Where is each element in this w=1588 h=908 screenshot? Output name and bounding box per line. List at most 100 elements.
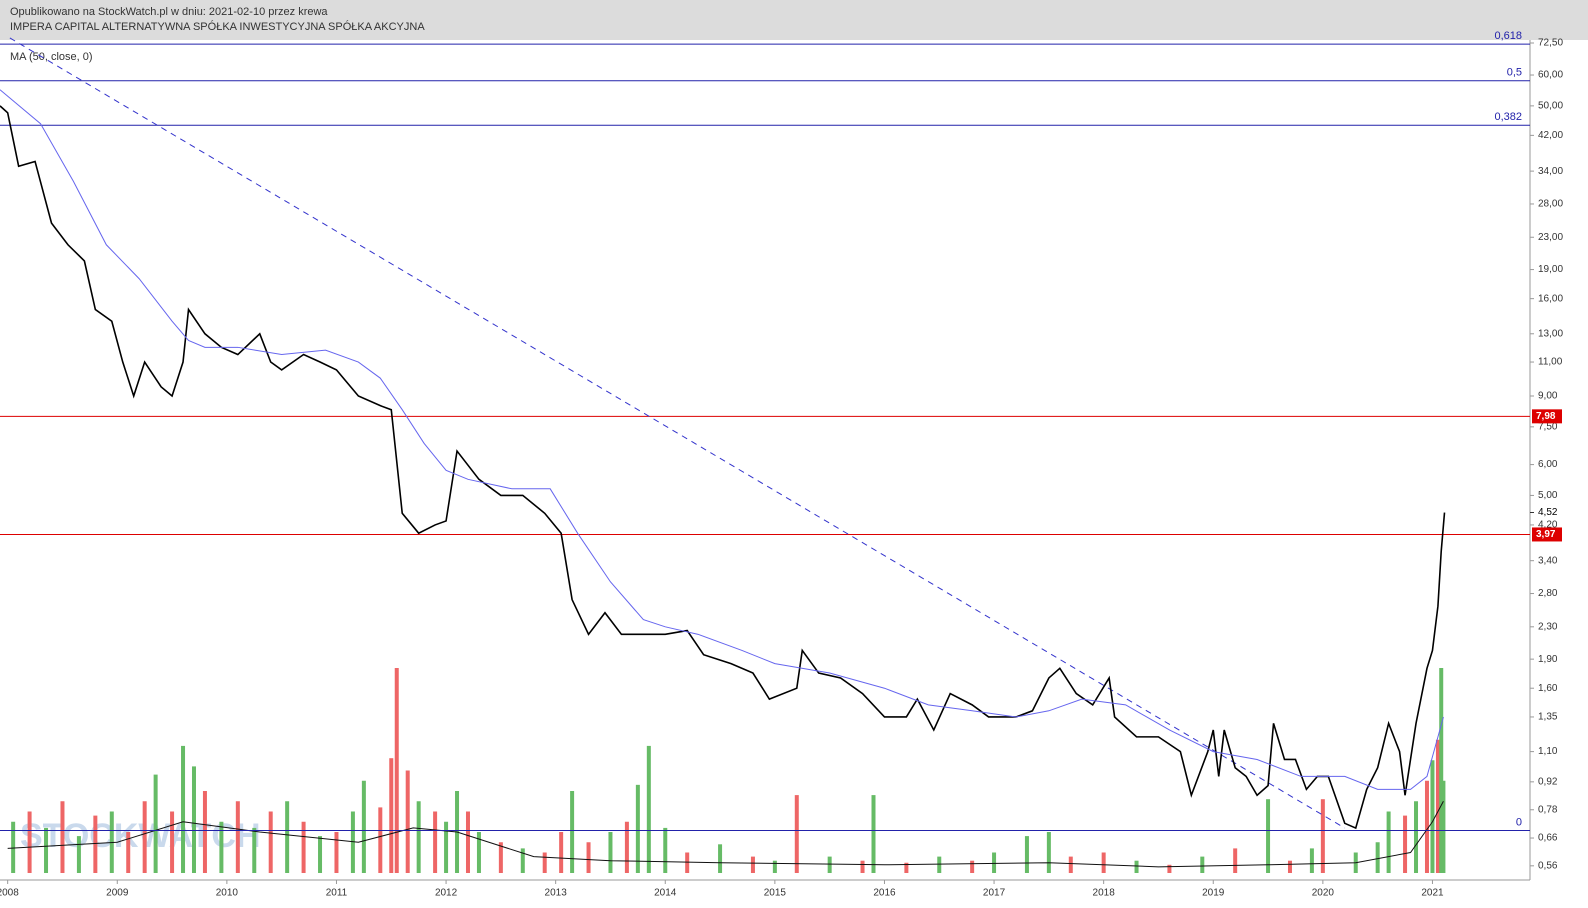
y-tick-label: 34,00	[1538, 166, 1563, 177]
volume-bar	[1441, 780, 1446, 873]
y-tick-label: 1,10	[1538, 746, 1558, 757]
x-tick-label: 2010	[216, 888, 239, 899]
volume-bar	[202, 791, 207, 873]
y-tick-label: 19,00	[1538, 264, 1563, 275]
x-tick-label: 2013	[545, 888, 568, 899]
volume-bar	[142, 801, 147, 873]
volume-bar	[11, 821, 16, 873]
y-tick-label: 50,00	[1538, 101, 1563, 112]
volume-bar	[1101, 852, 1106, 873]
volume-bar	[44, 827, 49, 873]
y-tick-label: 2,80	[1538, 588, 1558, 599]
y-tick-label: 1,35	[1538, 712, 1558, 723]
y-tick-label: 0,56	[1538, 860, 1558, 871]
volume-bar	[285, 801, 290, 873]
volume-bar	[635, 784, 640, 873]
volume-bar	[772, 860, 777, 873]
volume-bar	[465, 811, 470, 873]
volume-bar	[992, 852, 997, 873]
level-label: 0,382	[1494, 111, 1522, 123]
y-tick-label: 9,00	[1538, 391, 1558, 402]
level-tag	[1532, 409, 1562, 424]
level-label: 0,5	[1507, 67, 1522, 79]
trendline	[9, 37, 1346, 829]
y-tick-label: 1,60	[1538, 683, 1558, 694]
volume-bar	[1435, 739, 1440, 873]
volume-bar	[389, 758, 394, 873]
volume-bar	[1386, 811, 1391, 873]
volume-bar	[1024, 836, 1029, 873]
volume-bar	[970, 860, 975, 873]
level-label: 3,97	[1536, 529, 1556, 540]
volume-bar	[301, 821, 306, 873]
x-tick-label: 2012	[435, 888, 458, 899]
volume-bar	[1200, 856, 1205, 873]
volume-bar	[191, 766, 196, 873]
volume-bar	[394, 668, 399, 873]
y-tick-label: 42,00	[1538, 130, 1563, 141]
price-line	[0, 105, 1446, 830]
volume-bar	[685, 852, 690, 873]
y-tick-label: 6,00	[1538, 459, 1558, 470]
volume-bar	[252, 827, 257, 873]
volume-bar	[1414, 801, 1419, 873]
volume-bar	[570, 791, 575, 873]
volume-bar	[937, 856, 942, 873]
y-tick-label: 1,90	[1538, 654, 1558, 665]
volume-bar	[498, 842, 503, 873]
volume-bar	[1233, 848, 1238, 873]
y-tick-label: 13,00	[1538, 328, 1563, 339]
x-tick-label: 2020	[1312, 888, 1335, 899]
volume-bar	[860, 860, 865, 873]
y-tick-label: 0,66	[1538, 833, 1558, 844]
level-label: 0	[1516, 816, 1522, 828]
volume-bar	[750, 856, 755, 873]
volume-bar	[1167, 864, 1172, 873]
y-tick-label: 23,00	[1538, 232, 1563, 243]
x-tick-label: 2015	[764, 888, 787, 899]
y-tick-label: 60,00	[1538, 70, 1563, 81]
volume-bar	[268, 811, 273, 873]
y-tick-label: 0,78	[1538, 804, 1558, 815]
volume-bar	[181, 745, 186, 873]
volume-bar	[1430, 760, 1435, 873]
publisher: Opublikowano na StockWatch.pl w dniu: 20…	[10, 6, 328, 18]
volume-bar	[624, 821, 629, 873]
volume-bar	[871, 795, 876, 873]
volume-bar	[1068, 856, 1073, 873]
level-label: 0,618	[1494, 30, 1522, 42]
x-tick-label: 2017	[983, 888, 1006, 899]
volume-bar	[1424, 780, 1429, 873]
volume-bar	[334, 832, 339, 873]
volume-bar	[318, 836, 323, 873]
x-tick-label: 2011	[326, 888, 348, 899]
y-tick-label: 16,00	[1538, 293, 1563, 304]
volume-bar	[361, 780, 366, 873]
volume-bar	[1320, 799, 1325, 873]
volume-bar	[60, 801, 65, 873]
x-tick-label: 2019	[1202, 888, 1225, 899]
y-tick-label: 7,50	[1538, 421, 1558, 432]
volume-bar	[646, 745, 651, 873]
volume-bar	[476, 832, 481, 873]
y-tick-label: 72,50	[1538, 38, 1563, 49]
x-tick-label: 2009	[106, 888, 129, 899]
volume-bar	[1287, 860, 1292, 873]
volume-bar	[1439, 668, 1444, 873]
volume-bar	[586, 842, 591, 873]
volume-bar	[433, 811, 438, 873]
y-tick-label: 3,40	[1538, 555, 1558, 566]
volume-bar	[718, 844, 723, 873]
volume-bar	[1046, 832, 1051, 873]
volume-bar	[27, 811, 32, 873]
volume-bar	[1309, 848, 1314, 873]
y-tick-label: 28,00	[1538, 199, 1563, 210]
volume-bar	[663, 827, 668, 873]
volume-bar	[170, 811, 175, 873]
volume-bar	[542, 852, 547, 873]
ma-line	[0, 89, 1444, 790]
x-tick-label: 2008	[0, 888, 19, 899]
volume-bar	[827, 856, 832, 873]
